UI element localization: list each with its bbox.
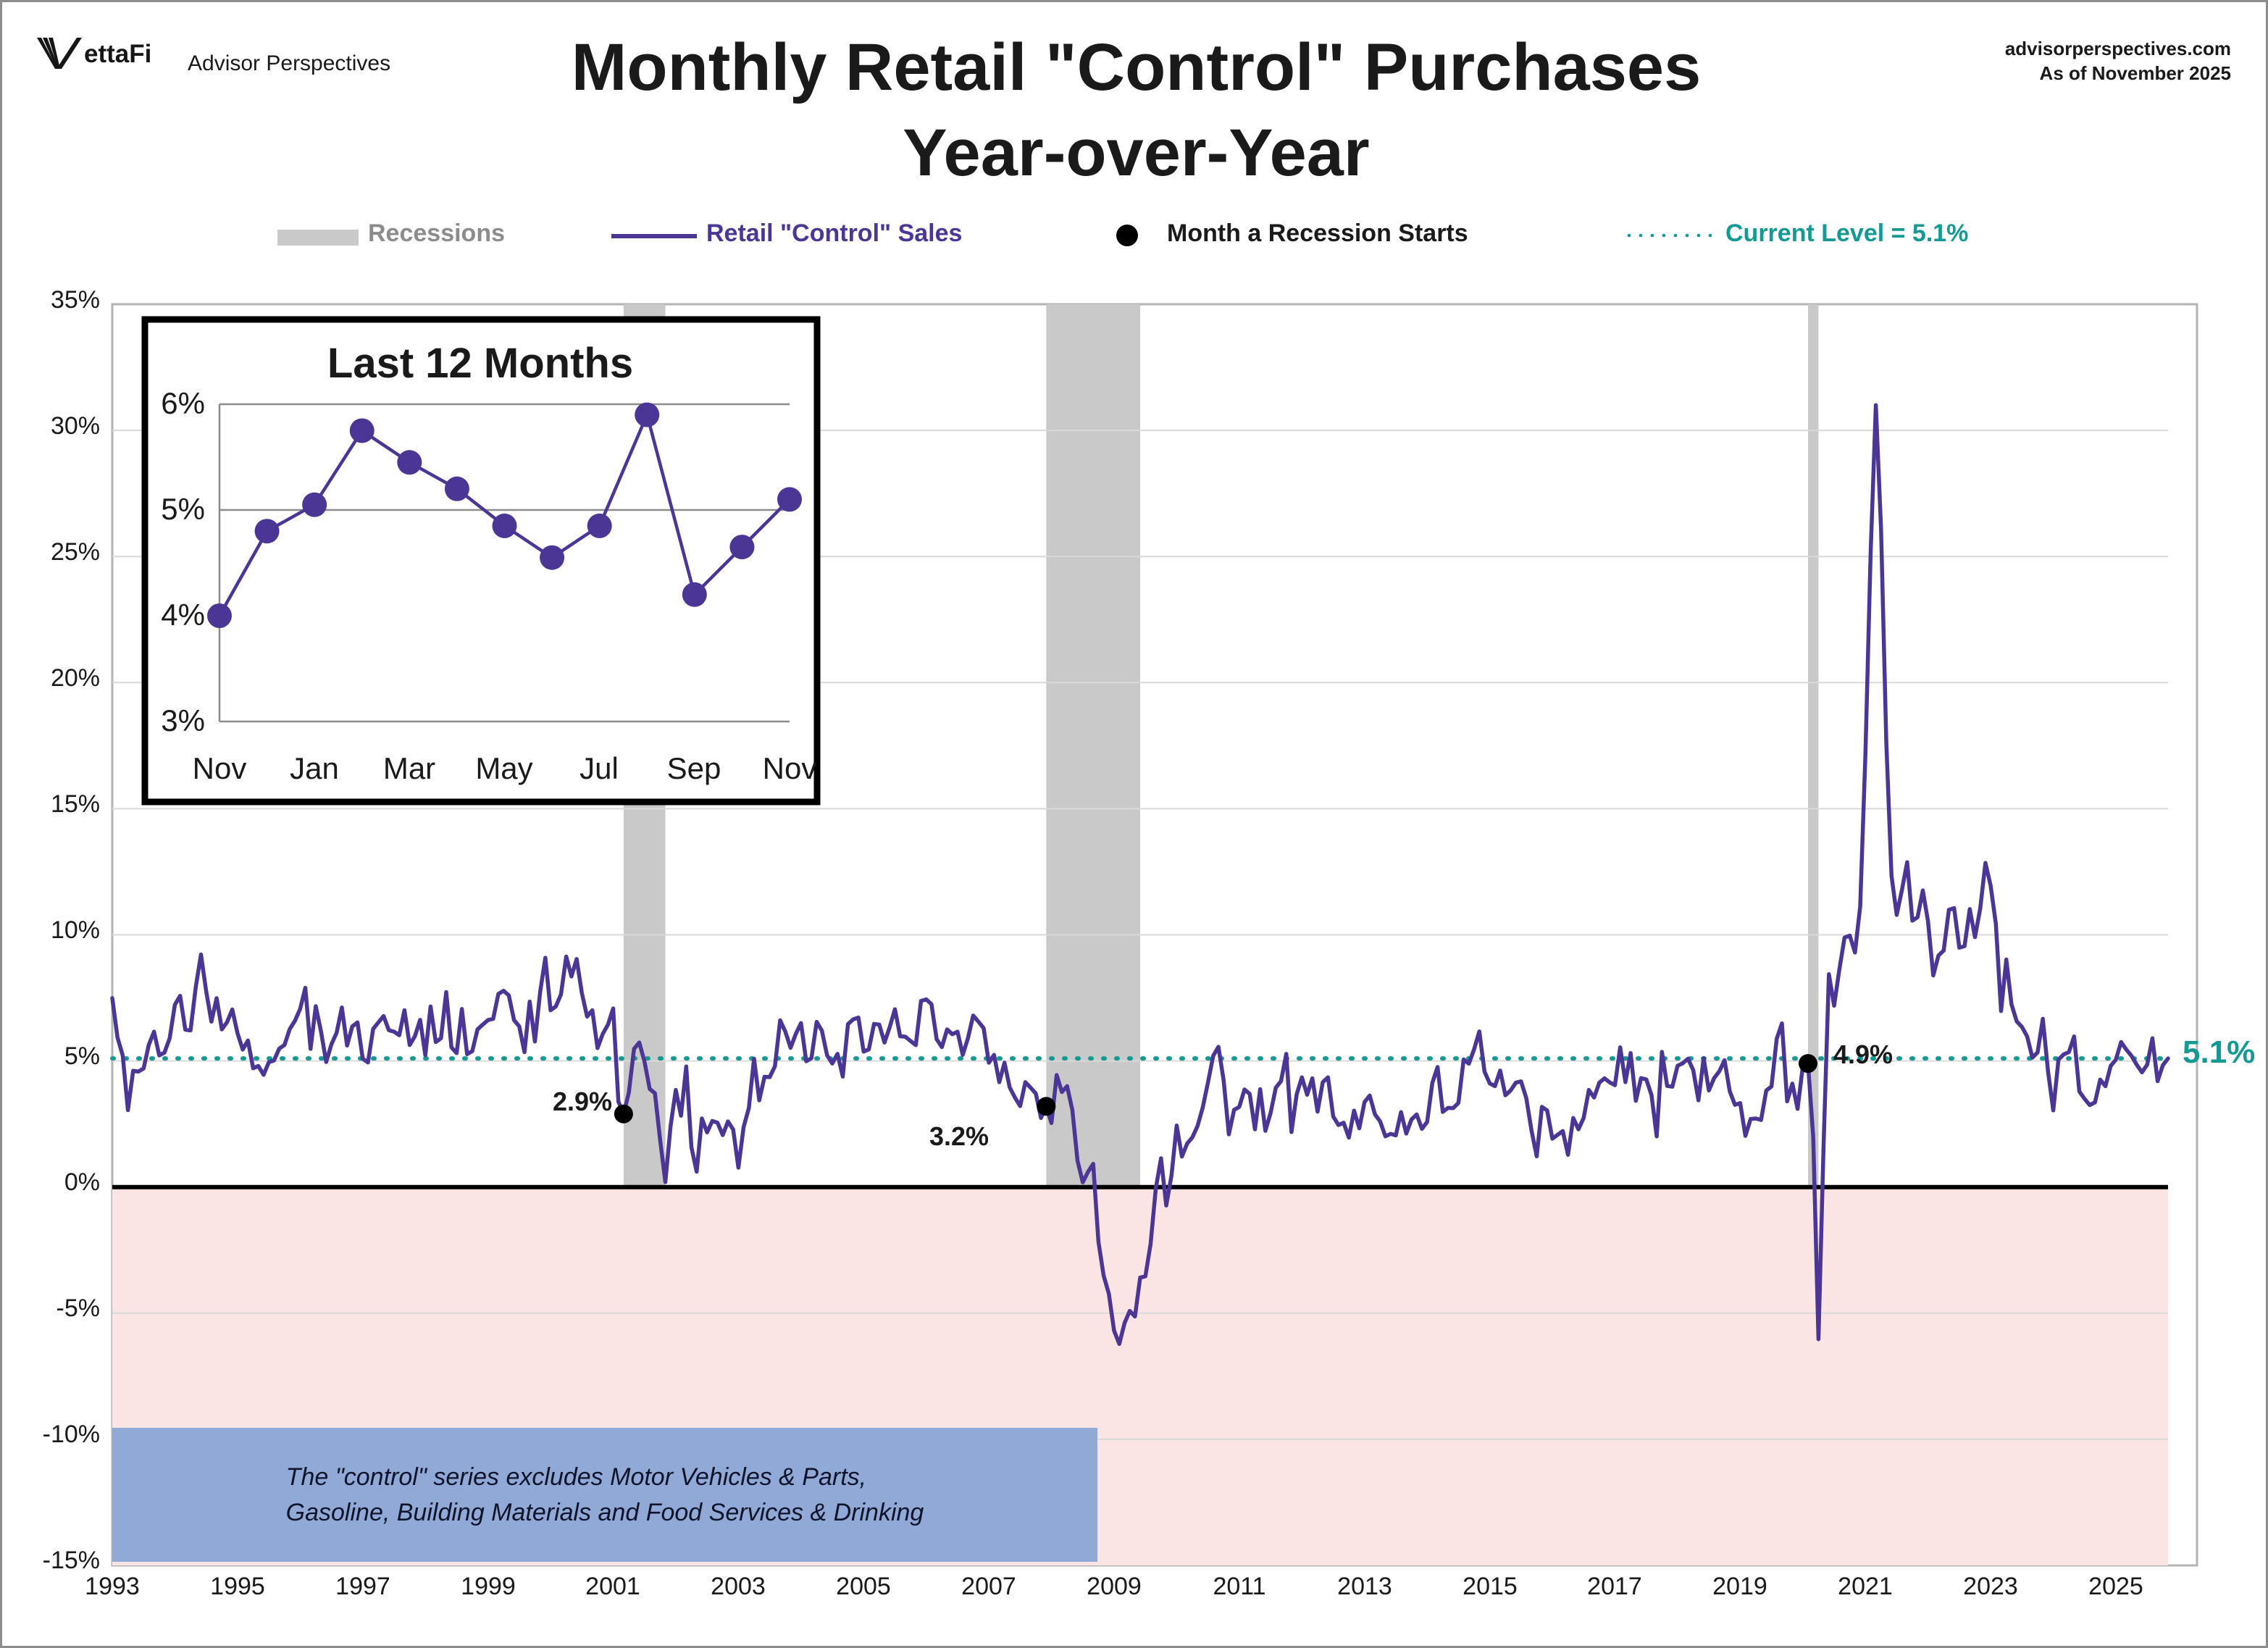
svg-text:Last 12 Months: Last 12 Months	[327, 340, 633, 387]
svg-text:Jan: Jan	[290, 751, 339, 785]
svg-text:Nov: Nov	[193, 751, 247, 785]
svg-text:Mar: Mar	[383, 751, 435, 785]
svg-text:Jul: Jul	[579, 751, 619, 785]
svg-text:3%: 3%	[161, 703, 205, 737]
svg-text:Sep: Sep	[667, 751, 721, 785]
svg-text:Nov: Nov	[763, 751, 817, 785]
svg-text:5%: 5%	[161, 492, 205, 526]
svg-text:May: May	[475, 751, 532, 785]
svg-text:4%: 4%	[161, 598, 205, 632]
svg-text:6%: 6%	[161, 386, 205, 420]
